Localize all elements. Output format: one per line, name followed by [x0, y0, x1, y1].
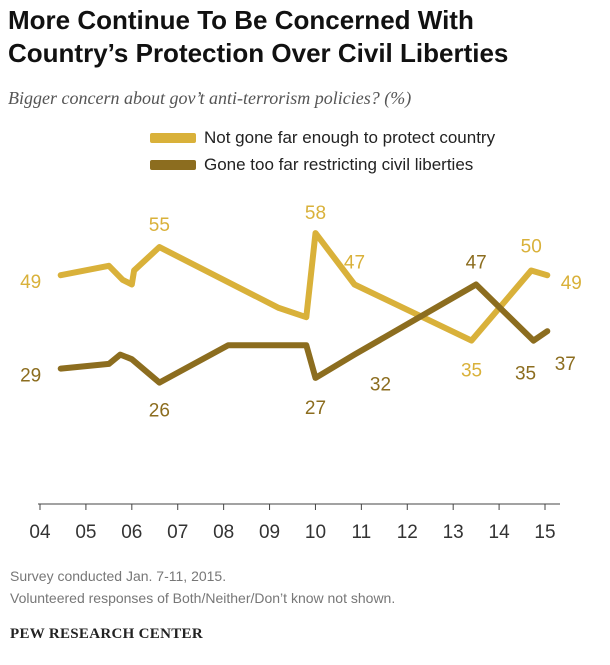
data-label: 35	[515, 364, 536, 385]
legend-label-series-1: Not gone far enough to protect country	[204, 127, 496, 147]
data-label: 49	[561, 273, 582, 294]
x-tick-label: 08	[213, 522, 234, 543]
x-tick-label: 12	[397, 522, 418, 543]
x-tick-label: 14	[489, 522, 511, 543]
x-tick-label: 13	[443, 522, 464, 543]
data-label: 27	[305, 398, 326, 419]
legend-swatch-series-1	[150, 132, 196, 143]
data-label: 58	[305, 203, 326, 224]
x-tick-label: 07	[167, 522, 188, 543]
legend-label-series-2: Gone too far restricting civil liberties	[204, 154, 474, 174]
data-label: 37	[555, 354, 576, 375]
footnote-survey-date: Survey conducted Jan. 7-11, 2015.	[10, 568, 227, 584]
data-label: 55	[149, 215, 170, 236]
data-label: 29	[20, 366, 41, 387]
chart-legend: Not gone far enough to protect country G…	[150, 124, 495, 178]
x-tick-label: 15	[534, 522, 555, 543]
chart-subtitle: Bigger concern about gov’t anti-terroris…	[8, 88, 412, 108]
legend-item-too-far: Gone too far restricting civil liberties	[150, 151, 495, 178]
x-tick-label: 06	[121, 522, 142, 543]
legend-swatch-series-2	[150, 159, 196, 170]
x-tick-label: 04	[29, 522, 51, 543]
data-label: 49	[20, 272, 41, 293]
data-label: 47	[344, 253, 365, 274]
x-tick-label: 09	[259, 522, 280, 543]
footnote-volunteered: Volunteered responses of Both/Neither/Do…	[10, 590, 396, 606]
series-line-2	[57, 281, 551, 386]
chart-title-line-2: Country’s Protection Over Civil Libertie…	[8, 38, 509, 68]
x-tick-label: 11	[351, 522, 371, 543]
chart-title-line-1: More Continue To Be Concerned With	[8, 5, 474, 35]
data-label: 50	[521, 237, 542, 258]
source-label: PEW RESEARCH CENTER	[10, 626, 203, 642]
data-label: 35	[461, 361, 482, 382]
x-tick-label: 05	[75, 522, 96, 543]
data-label: 26	[149, 401, 170, 422]
legend-item-not-far-enough: Not gone far enough to protect country	[150, 124, 495, 151]
data-label: 32	[370, 375, 391, 396]
data-label: 47	[466, 253, 487, 274]
series-line-1	[57, 230, 551, 344]
chart-title: More Continue To Be Concerned With Count…	[8, 4, 608, 70]
x-tick-label: 10	[305, 522, 326, 543]
